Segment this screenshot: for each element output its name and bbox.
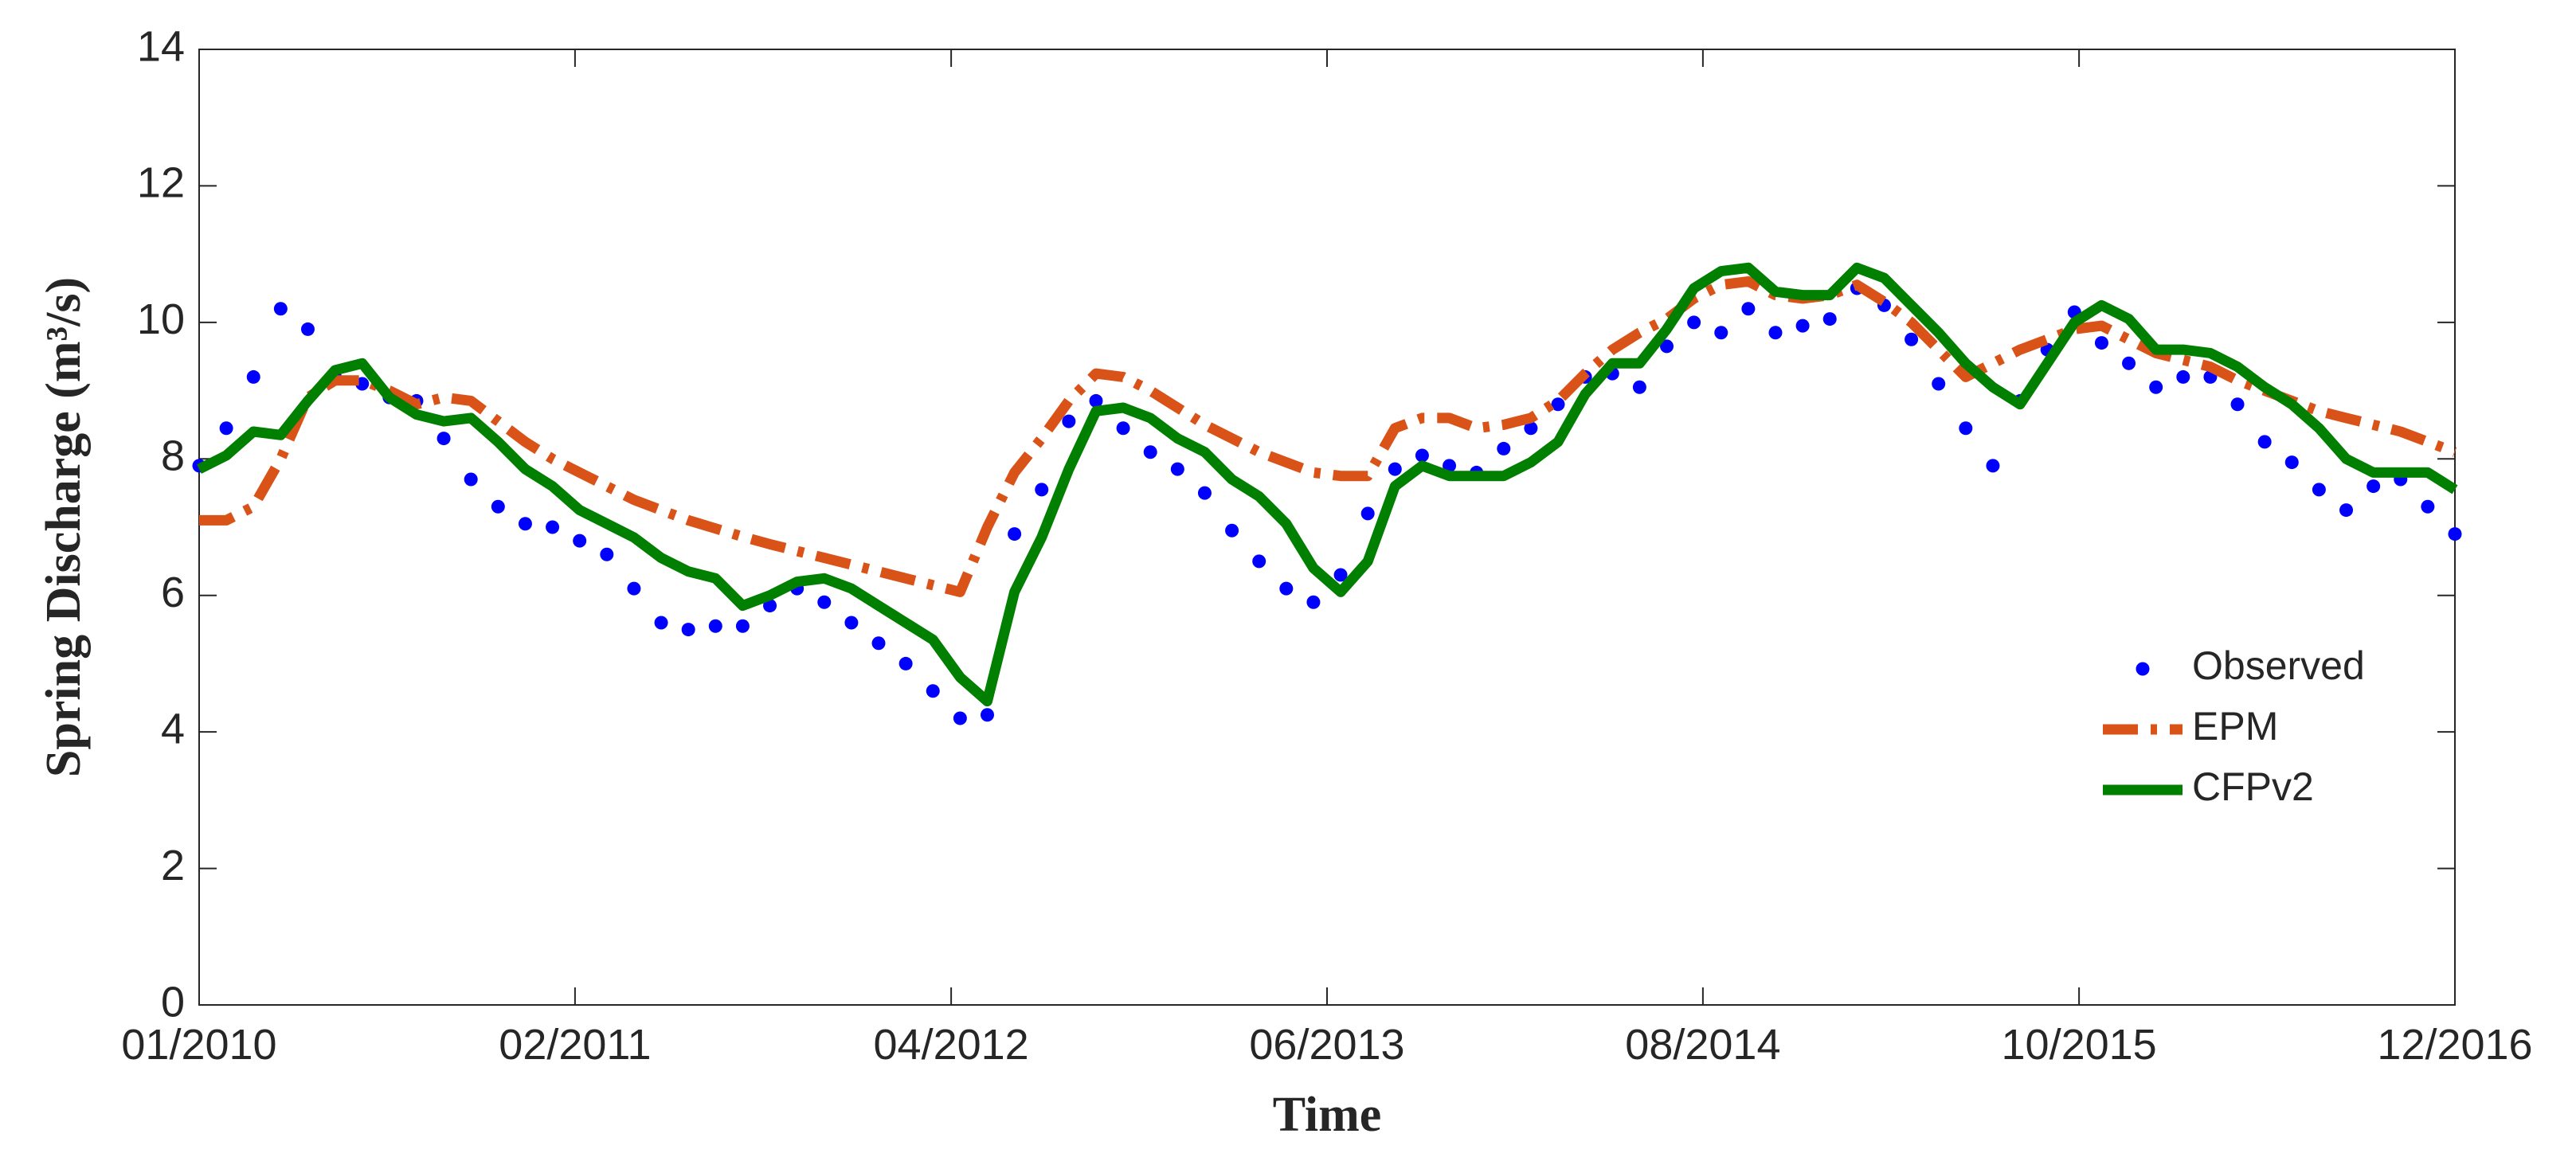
x-tick-label: 10/2015 [2002,1021,2157,1069]
data-point [1116,421,1130,436]
y-tick-label: 2 [161,842,185,889]
x-tick-label: 08/2014 [1625,1021,1780,1069]
data-point [1932,377,1946,391]
data-point [1795,319,1810,333]
data-point [1008,527,1022,541]
y-tick-label: 4 [161,705,185,752]
data-point [1089,393,1103,408]
y-tick-label: 14 [137,22,185,70]
series-line [197,262,2458,707]
data-point [1660,339,1674,354]
data-point [2312,483,2326,497]
data-point [1333,568,1348,582]
data-point [300,322,315,336]
data-point [926,684,940,698]
data-point [2284,455,2299,470]
data-point [763,599,777,613]
data-point [1822,312,1837,326]
data-point [817,595,832,609]
x-tick-label: 04/2012 [874,1021,1029,1069]
data-point [1388,462,1402,476]
data-point [573,534,587,548]
data-point [1714,326,1728,340]
data-point [1741,302,1756,316]
data-point [2094,336,2108,350]
y-tick-label: 12 [137,159,185,207]
data-point [1768,326,1783,340]
data-point [898,656,913,670]
data-point [219,421,233,436]
data-point [1035,483,1049,497]
data-point [273,302,288,316]
data-point [518,517,532,531]
y-tick-label: 6 [161,569,185,616]
data-point [2448,527,2462,541]
x-tick-label: 12/2016 [2377,1021,2532,1069]
data-point [1551,397,1565,412]
data-point [2176,369,2190,384]
legend-marker [2136,662,2150,676]
legend-label: CFPv2 [2192,764,2314,809]
data-point [2339,503,2354,518]
data-point [654,616,668,630]
data-point [246,369,260,384]
legend-label: Observed [2192,643,2365,688]
data-point [464,472,478,487]
data-point [600,547,614,561]
data-point [980,708,994,722]
data-point [1306,595,1321,609]
data-point [627,581,641,596]
data-point [1986,459,2000,473]
x-tick-label: 02/2011 [499,1021,651,1069]
data-point [681,623,695,637]
data-point [1360,506,1375,521]
data-point [1415,448,1429,463]
y-axis-label: Spring Discharge (m³/s) [37,277,91,777]
data-point [1497,441,1511,455]
series-line [199,276,2457,597]
y-tick-label: 0 [161,978,185,1026]
data-point [871,636,886,651]
data-point [1632,380,1646,394]
data-point [1687,315,1701,330]
y-tick-label: 8 [161,432,185,480]
data-point [1225,523,1239,538]
data-point [1062,414,1076,428]
data-point [437,432,451,446]
data-point [1279,581,1294,596]
x-tick-label: 06/2013 [1249,1021,1404,1069]
plot-frame [198,49,2456,1006]
data-point [953,711,967,725]
data-point [1959,421,1973,436]
data-point [2230,397,2245,412]
data-point [844,616,859,630]
data-point [2122,356,2136,370]
data-point [2367,479,2381,494]
data-point [2421,499,2435,514]
data-point [1143,445,1157,459]
data-point [2257,435,2272,449]
data-point [1252,554,1266,569]
legend-label: EPM [2192,704,2278,749]
x-axis-label: Time [1273,1088,1382,1142]
data-point [708,619,722,633]
data-point [1170,462,1184,476]
data-point [1905,332,1919,346]
y-tick-label: 10 [137,295,185,343]
data-point [1197,486,1212,500]
data-point [546,520,560,534]
data-point [1443,459,1457,473]
data-point [1524,421,1538,436]
data-point [735,619,750,633]
x-tick-label: 01/2010 [121,1021,276,1069]
data-point [491,499,505,514]
data-point [2149,380,2163,394]
